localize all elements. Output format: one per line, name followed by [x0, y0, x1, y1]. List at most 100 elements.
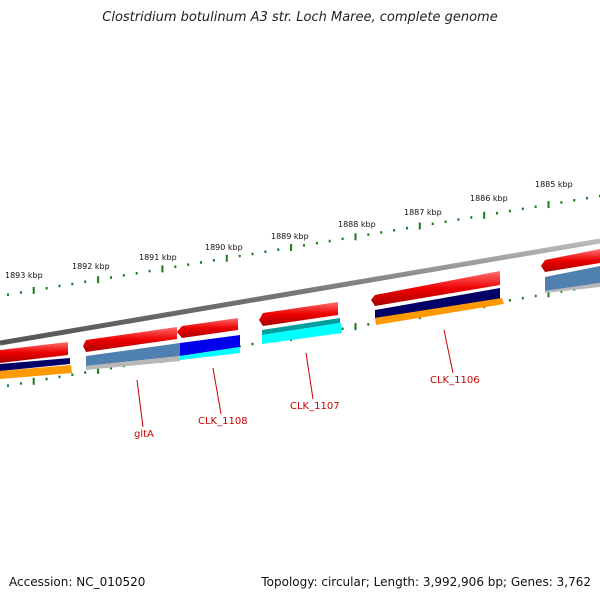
leader-line: [136, 379, 144, 428]
minor-tick: [560, 201, 563, 204]
minor-tick: [264, 250, 267, 253]
gene-arrow: [259, 302, 338, 326]
major-tick: [161, 265, 164, 273]
minor-tick: [560, 290, 563, 293]
genome-stats-text: Topology: circular; Length: 3,992,906 bp…: [261, 575, 591, 589]
major-tick: [354, 233, 357, 241]
major-tick: [290, 244, 293, 251]
category-bands: [0, 266, 600, 379]
minor-tick: [238, 254, 241, 258]
minor-tick: [586, 196, 589, 200]
scale-label: 1892 kbp: [72, 262, 110, 271]
category-band: [86, 343, 180, 366]
minor-tick: [303, 244, 305, 247]
gene-arrow: [371, 271, 500, 306]
minor-tick: [58, 375, 61, 379]
category-band: [180, 335, 240, 356]
minor-tick: [148, 269, 151, 273]
category-band: [545, 283, 600, 293]
major-tick: [354, 323, 357, 331]
minor-tick: [187, 263, 190, 266]
leader-line: [212, 367, 222, 415]
minor-tick: [84, 371, 87, 374]
minor-tick: [110, 276, 112, 279]
minor-tick: [341, 327, 344, 330]
gene-arrow: [0, 342, 68, 363]
minor-tick: [328, 239, 331, 243]
scale-label: 1891 kbp: [139, 253, 177, 262]
minor-tick: [573, 199, 576, 202]
minor-tick: [251, 252, 254, 256]
major-tick: [32, 286, 35, 294]
minor-tick: [7, 293, 9, 296]
category-band: [262, 318, 340, 335]
minor-tick: [58, 284, 61, 288]
gene-label-CLK_1107: CLK_1107: [290, 401, 340, 412]
major-tick: [97, 276, 100, 284]
label-leaders: [136, 329, 454, 428]
scale-label: 1888 kbp: [338, 220, 376, 229]
minor-tick: [71, 282, 74, 286]
minor-tick: [84, 280, 87, 283]
leader-line: [443, 329, 454, 374]
scale-label: 1886 kbp: [470, 194, 508, 203]
minor-tick: [19, 382, 22, 385]
major-tick: [97, 366, 100, 374]
gene-label-gltA: gltA: [134, 429, 154, 440]
minor-tick: [19, 291, 22, 294]
minor-tick: [393, 229, 396, 232]
scale-label: 1893 kbp: [5, 271, 43, 280]
minor-tick: [135, 272, 138, 275]
major-tick: [547, 290, 550, 298]
minor-tick: [7, 384, 9, 387]
minor-tick: [534, 205, 537, 208]
gene-arrow: [83, 327, 177, 352]
minor-tick: [457, 218, 460, 221]
gene-label-CLK_1106: CLK_1106: [430, 375, 480, 386]
minor-tick: [277, 248, 280, 251]
minor-tick: [122, 274, 125, 277]
minor-tick: [110, 366, 112, 370]
minor-tick: [444, 220, 447, 223]
minor-tick: [521, 207, 524, 211]
leader-line: [305, 352, 314, 400]
scale-label: 1890 kbp: [205, 243, 243, 252]
minor-tick: [174, 265, 177, 268]
minor-tick: [45, 287, 48, 290]
category-band: [0, 365, 72, 379]
accession-text: Accession: NC_010520: [9, 575, 146, 589]
minor-tick: [367, 323, 370, 326]
scale-labels: 1893 kbp 1892 kbp 1891 kbp 1890 kbp 1889…: [5, 180, 573, 280]
minor-tick: [508, 299, 511, 302]
minor-tick: [406, 226, 408, 230]
minor-tick: [45, 377, 48, 381]
genome-backbone: [0, 238, 600, 346]
minor-tick: [367, 233, 370, 236]
category-band: [86, 356, 180, 370]
minor-tick: [431, 222, 434, 226]
category-band: [262, 323, 342, 344]
minor-tick: [341, 237, 344, 241]
minor-tick: [251, 342, 254, 346]
gene-label-CLK_1108: CLK_1108: [198, 416, 248, 427]
category-band: [545, 266, 600, 291]
minor-tick: [71, 373, 74, 376]
gene-arrow: [541, 249, 600, 272]
major-tick: [547, 201, 550, 209]
minor-tick: [380, 231, 383, 234]
minor-tick: [200, 261, 202, 264]
minor-tick: [521, 296, 524, 300]
minor-tick: [470, 216, 473, 219]
category-band: [180, 347, 240, 360]
gene-labels: gltA CLK_1108 CLK_1107 CLK_1106: [134, 375, 480, 440]
scale-label: 1885 kbp: [535, 180, 573, 189]
minor-tick: [508, 209, 511, 213]
scale-label: 1887 kbp: [404, 208, 442, 217]
outer-scale-ticks: [7, 194, 600, 296]
minor-tick: [496, 211, 498, 215]
minor-tick: [212, 259, 215, 262]
minor-tick: [534, 294, 537, 298]
minor-tick: [315, 241, 318, 245]
major-tick: [32, 377, 35, 385]
category-band: [0, 358, 70, 371]
